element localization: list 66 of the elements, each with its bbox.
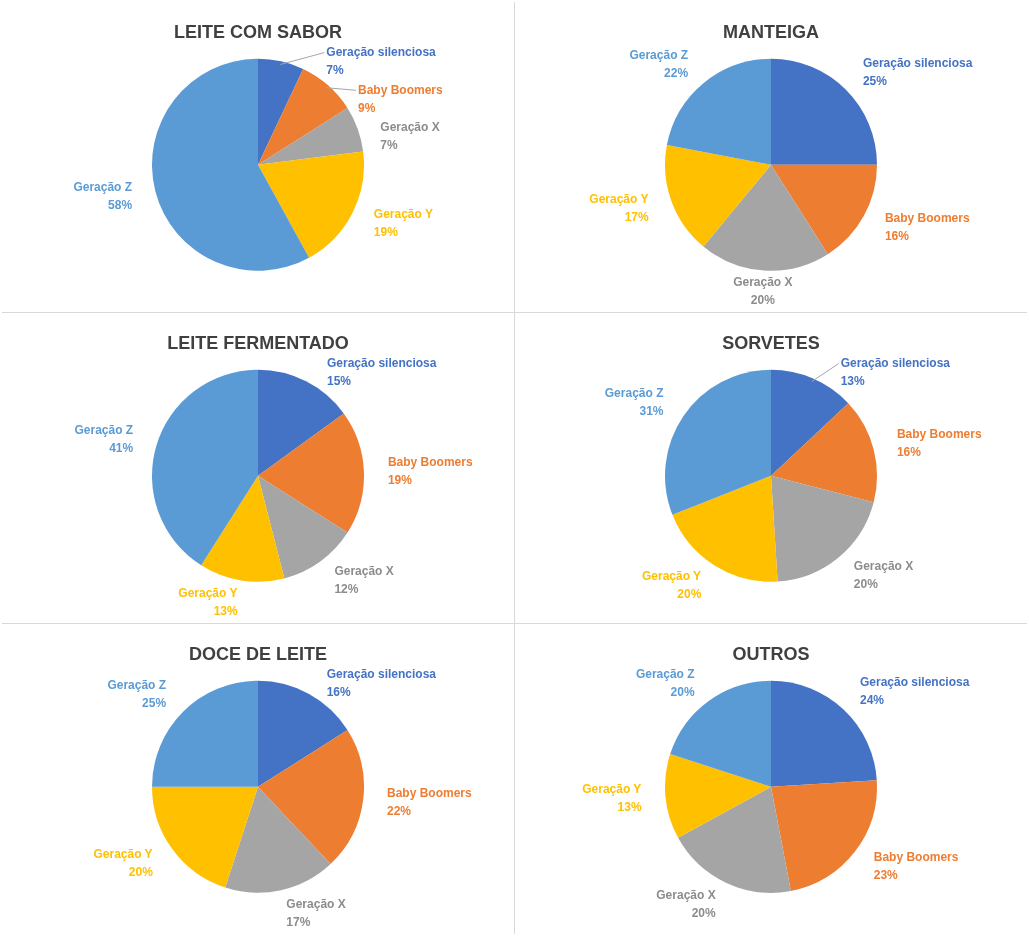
data-label: 9% (357, 100, 376, 115)
slice-label: Geração Z (74, 422, 134, 437)
data-label: 12% (334, 582, 359, 597)
data-label: 20% (691, 905, 716, 920)
slice-label: Geração silenciosa (326, 44, 437, 59)
data-label: 7% (380, 138, 398, 153)
chart-title: DOCE DE LEITE (188, 643, 328, 664)
data-label: 16% (326, 684, 351, 699)
data-label: 22% (386, 804, 412, 819)
slice-label: Geração Y (582, 782, 642, 797)
slice-label: Geração Z (73, 180, 133, 195)
data-label: 13% (617, 800, 642, 815)
slice-label: Geração Y (373, 207, 433, 222)
data-label: 20% (677, 586, 702, 601)
data-label: 7% (326, 62, 345, 77)
slice-label: Geração Y (589, 192, 649, 207)
slice-label: Geração Z (604, 386, 664, 401)
slice-label: Geração Z (629, 47, 689, 62)
data-label: 13% (213, 604, 238, 619)
slice-label: Geração Y (641, 568, 702, 583)
slice-label: Baby Boomers (387, 455, 473, 470)
data-label: 23% (873, 867, 899, 882)
chart-title: SORVETES (722, 332, 820, 353)
slice-label: Geração silenciosa (840, 355, 951, 370)
data-label: 31% (639, 404, 664, 419)
slice-label: Baby Boomers (896, 426, 982, 441)
data-label: 24% (859, 693, 885, 708)
slice-label: Geração silenciosa (327, 355, 437, 370)
chart-title: LEITE FERMENTADO (167, 332, 349, 353)
data-label: 16% (884, 228, 910, 243)
slice-label: Geração Z (635, 666, 695, 681)
chart-title: LEITE COM SABOR (173, 21, 343, 42)
chart-title: MANTEIGA (723, 21, 819, 42)
data-label: 20% (750, 293, 776, 308)
slice-label: Geração X (733, 275, 793, 290)
data-label: 22% (664, 65, 689, 80)
slice-label: Geração silenciosa (862, 56, 973, 71)
slice-label: Geração silenciosa (859, 675, 970, 690)
data-label: 19% (387, 473, 413, 488)
data-label: 25% (862, 74, 888, 89)
data-label: 20% (128, 864, 154, 879)
slice-label: Baby Boomers (357, 82, 443, 97)
data-label: 19% (373, 225, 399, 240)
data-label: 25% (142, 696, 167, 711)
data-label: 17% (624, 210, 650, 225)
data-label: 15% (327, 373, 352, 388)
slice-label: Geração Z (107, 678, 167, 693)
data-label: 17% (286, 914, 311, 929)
slice-label: Geração X (656, 887, 716, 902)
slice-label: Geração X (853, 559, 914, 574)
data-label: 16% (896, 444, 922, 459)
slice-label: Geração Y (178, 586, 238, 601)
data-label: 58% (108, 198, 133, 213)
chart-title: OUTROS (732, 643, 810, 664)
slice-label: Geração Y (93, 846, 153, 861)
slice-label: Geração X (380, 120, 440, 135)
data-label: 41% (109, 440, 134, 455)
slice-label: Baby Boomers (386, 786, 472, 801)
data-label: 20% (670, 684, 695, 699)
slice-label: Baby Boomers (873, 849, 959, 864)
data-label: 20% (853, 577, 879, 592)
slice-label: Geração silenciosa (326, 666, 437, 681)
slice-label: Geração X (334, 564, 394, 579)
slice-label: Baby Boomers (884, 210, 970, 225)
slice-label: Geração X (286, 896, 346, 911)
data-label: 13% (840, 373, 865, 388)
